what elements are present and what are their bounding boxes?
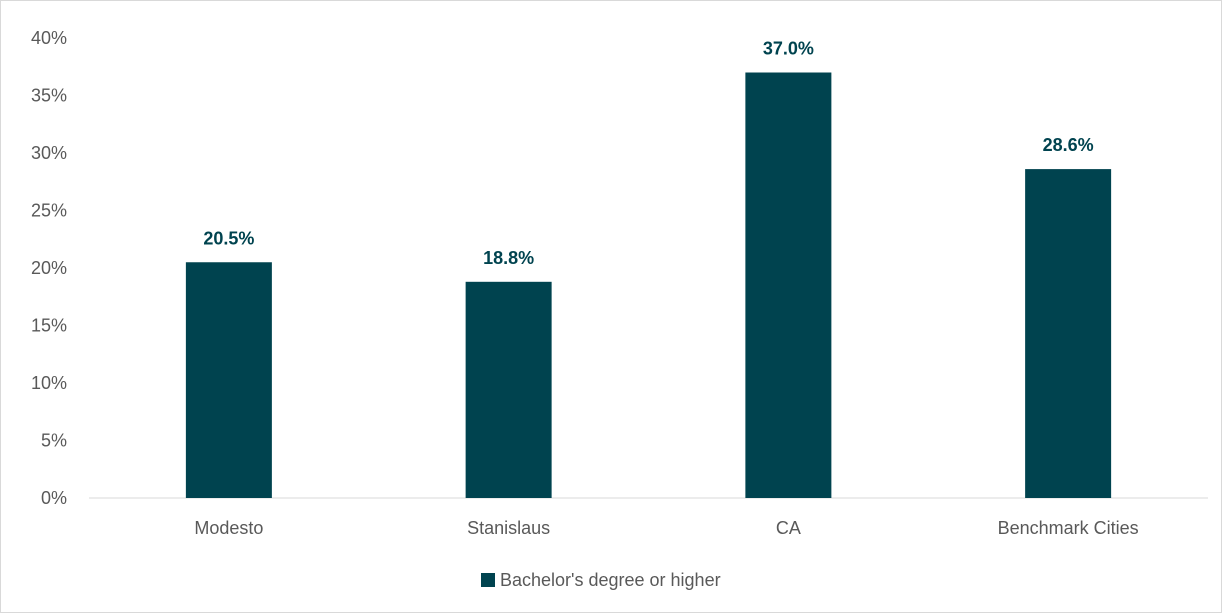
data-labels: 20.5% 18.8% 37.0% 28.6%: [203, 39, 1093, 268]
bar-ca: [745, 72, 832, 498]
x-category-label: Benchmark Cities: [998, 518, 1139, 538]
y-axis-tick-labels: 0% 5% 10% 15% 20% 25% 30% 35% 40%: [31, 28, 67, 508]
y-tick-label: 30%: [31, 143, 67, 163]
bar-modesto: [185, 262, 272, 498]
bar-series: [185, 72, 1112, 498]
y-tick-label: 25%: [31, 201, 67, 221]
x-category-label: Stanislaus: [467, 518, 550, 538]
bar-benchmark-cities: [1025, 169, 1112, 498]
bar-data-label: 37.0%: [763, 39, 814, 59]
y-tick-label: 10%: [31, 373, 67, 393]
x-category-label: CA: [776, 518, 801, 538]
bar-stanislaus: [465, 281, 552, 498]
y-tick-label: 15%: [31, 316, 67, 336]
legend-label: Bachelor's degree or higher: [500, 570, 721, 590]
legend: Bachelor's degree or higher: [481, 570, 721, 590]
bar-data-label: 20.5%: [203, 228, 254, 248]
x-category-label: Modesto: [194, 518, 263, 538]
x-axis-category-labels: Modesto Stanislaus CA Benchmark Cities: [194, 518, 1138, 538]
bar-data-label: 28.6%: [1043, 135, 1094, 155]
y-tick-label: 35%: [31, 86, 67, 106]
bar-data-label: 18.8%: [483, 248, 534, 268]
y-tick-label: 20%: [31, 258, 67, 278]
y-tick-label: 0%: [41, 488, 67, 508]
y-tick-label: 5%: [41, 431, 67, 451]
legend-swatch: [481, 573, 495, 587]
y-tick-label: 40%: [31, 28, 67, 48]
